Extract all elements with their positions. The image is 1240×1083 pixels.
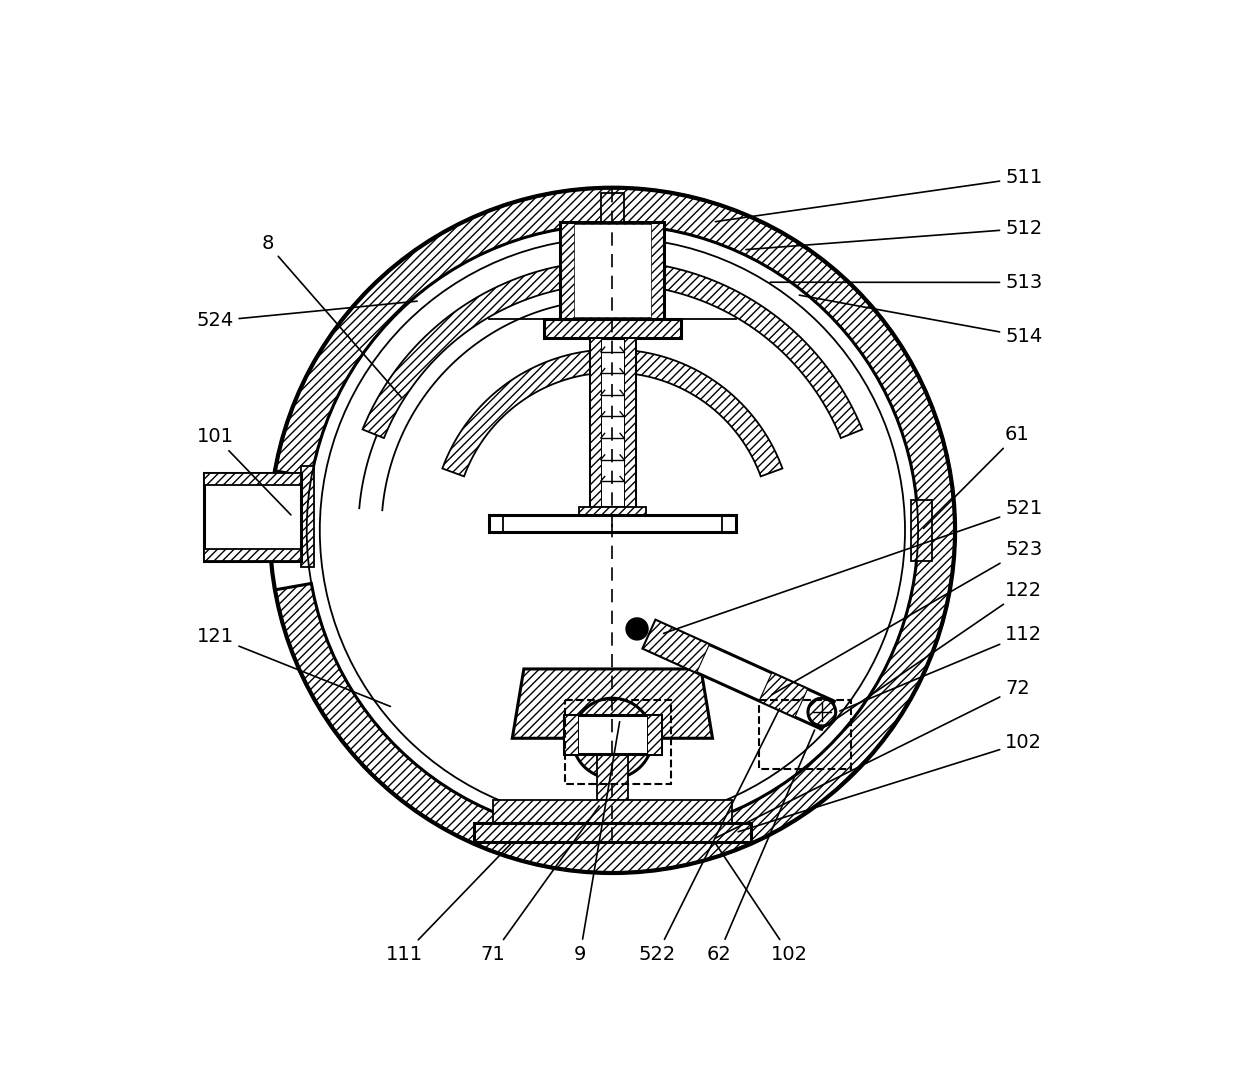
Text: 72: 72 [715, 679, 1030, 838]
Bar [564, 715, 661, 754]
Polygon shape [205, 472, 300, 485]
Polygon shape [474, 823, 751, 843]
Bar [590, 338, 635, 507]
Polygon shape [601, 193, 624, 222]
Polygon shape [647, 715, 661, 754]
Polygon shape [644, 621, 709, 673]
Text: 522: 522 [639, 708, 780, 964]
Polygon shape [300, 467, 314, 567]
Text: 524: 524 [196, 301, 417, 330]
Text: 111: 111 [386, 845, 511, 964]
Text: 102: 102 [738, 732, 1042, 832]
Text: 61: 61 [924, 425, 1030, 529]
Text: 513: 513 [770, 273, 1043, 292]
Text: 9: 9 [574, 721, 620, 964]
Circle shape [573, 699, 652, 779]
Polygon shape [564, 715, 578, 754]
Polygon shape [275, 187, 955, 873]
Circle shape [626, 618, 647, 640]
Text: 512: 512 [746, 219, 1043, 249]
Polygon shape [644, 621, 835, 729]
Bar [574, 224, 651, 317]
Polygon shape [362, 261, 862, 438]
Polygon shape [512, 669, 713, 739]
Text: 122: 122 [821, 580, 1043, 730]
Text: 101: 101 [197, 427, 291, 514]
Text: 102: 102 [714, 841, 808, 964]
Polygon shape [443, 350, 782, 477]
Polygon shape [596, 754, 627, 800]
Bar [564, 700, 671, 784]
Polygon shape [205, 549, 300, 561]
Polygon shape [494, 800, 732, 823]
Bar [759, 700, 851, 769]
Text: 521: 521 [663, 499, 1043, 634]
Polygon shape [759, 673, 807, 717]
Text: 112: 112 [839, 625, 1043, 712]
Polygon shape [560, 222, 665, 318]
Text: 121: 121 [196, 627, 391, 706]
Polygon shape [624, 338, 635, 507]
Text: 71: 71 [481, 806, 599, 964]
Text: 523: 523 [771, 540, 1043, 694]
Text: 511: 511 [715, 168, 1043, 222]
Text: 62: 62 [707, 730, 815, 964]
Polygon shape [911, 499, 932, 561]
Bar [205, 472, 300, 561]
Bar [490, 514, 735, 532]
Polygon shape [579, 507, 646, 524]
Text: 8: 8 [262, 234, 402, 397]
Text: 514: 514 [800, 296, 1043, 345]
Polygon shape [590, 338, 601, 507]
Polygon shape [544, 318, 681, 338]
Circle shape [808, 699, 836, 726]
